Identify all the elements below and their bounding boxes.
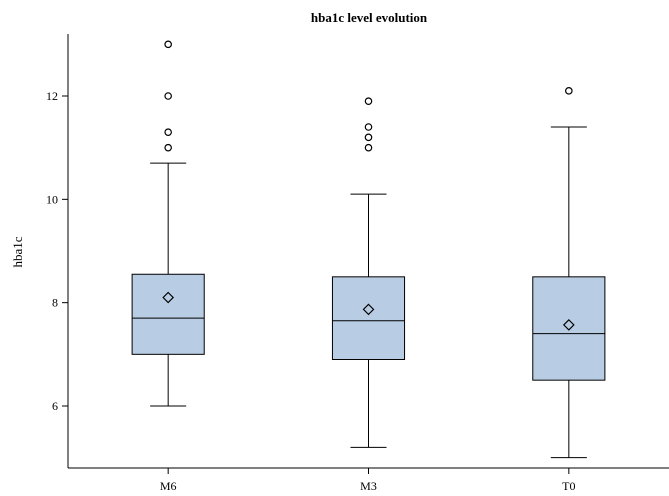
box-group-t0 <box>532 87 606 459</box>
outlier-point <box>364 97 373 105</box>
mean-marker <box>362 303 375 316</box>
chart-title: hba1c level evolution <box>311 10 428 25</box>
box-group-m6 <box>131 40 205 407</box>
x-tick-label: M3 <box>360 479 377 493</box>
outlier-point <box>164 143 172 152</box>
outlier-point <box>364 123 373 131</box>
mean-marker <box>162 291 175 304</box>
outlier-point <box>364 143 373 152</box>
y-tick-label: 12 <box>46 89 58 103</box>
iqr-box <box>331 276 406 361</box>
x-axis: M6 M3 T0 <box>160 468 576 493</box>
y-tick-label: 8 <box>52 296 58 310</box>
outlier-point <box>164 128 172 136</box>
outlier-point <box>164 92 172 100</box>
y-tick-label: 6 <box>52 399 58 413</box>
iqr-box <box>131 273 205 355</box>
outlier-point <box>565 87 573 95</box>
x-tick-label: T0 <box>562 479 575 493</box>
x-tick-label: M6 <box>160 479 177 493</box>
iqr-box <box>532 276 606 381</box>
y-axis-label: hba1c <box>10 236 25 267</box>
mean-marker <box>562 319 575 331</box>
y-tick-label: 10 <box>46 192 58 206</box>
outlier-point <box>164 40 172 49</box>
outlier-point <box>364 133 373 142</box>
y-axis: 6 8 10 12 <box>46 89 68 413</box>
boxes-layer <box>131 40 606 459</box>
box-group-m3 <box>331 97 406 448</box>
